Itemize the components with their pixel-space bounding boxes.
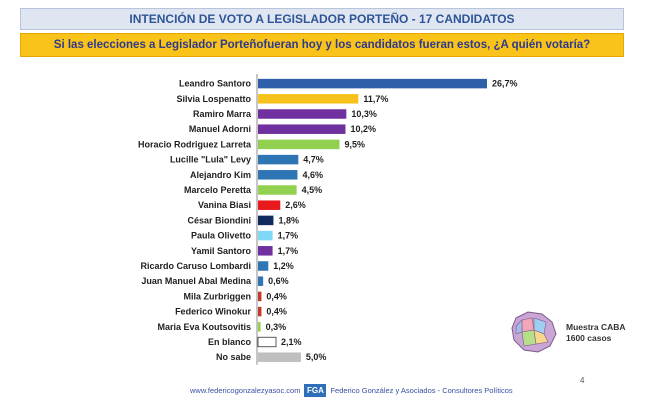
category-label: César Biondini [187, 215, 251, 225]
category-label: En blanco [208, 337, 252, 347]
bar [258, 78, 487, 89]
value-label: 26,7% [492, 79, 518, 89]
survey-question: Si las elecciones a Legislador Porteñofu… [20, 33, 624, 57]
bar [258, 109, 347, 119]
value-label: 4,5% [302, 185, 323, 195]
category-label: Paula Olivetto [191, 231, 252, 241]
bar [258, 352, 301, 362]
caba-map-icon [511, 311, 557, 353]
category-label: Yamil Santoro [191, 246, 252, 256]
bar [258, 139, 340, 150]
value-label: 0,6% [268, 276, 289, 286]
category-label: Maria Eva Koutsovitis [157, 322, 251, 332]
value-label: 1,2% [273, 261, 294, 271]
value-label: 0,4% [266, 291, 287, 301]
category-label: Alejandro Kim [190, 170, 251, 180]
bar [258, 124, 346, 134]
value-label: 1,7% [278, 246, 299, 256]
category-label: Marcelo Peretta [184, 185, 252, 195]
category-label: Juan Manuel Abal Medina [141, 276, 252, 286]
bar-chart: Leandro Santoro 26,7% Silvia Lospenatto 11,… [138, 74, 518, 365]
category-label: Federico Winokur [175, 307, 251, 317]
footer: www.federicogonzalezyasoc.com FGA Federi… [190, 384, 513, 397]
bar [258, 261, 269, 271]
chart-title: INTENCIÓN DE VOTO A LEGISLADOR PORTEÑO -… [20, 8, 624, 30]
category-label: Silvia Lospenatto [176, 94, 251, 104]
category-label: Ricardo Caruso Lombardi [140, 261, 251, 271]
bar [258, 306, 262, 317]
value-label: 2,1% [281, 337, 302, 347]
category-label: Horacio Rodriguez Larreta [138, 139, 252, 149]
value-label: 2,6% [285, 200, 306, 210]
value-label: 11,7% [363, 94, 388, 104]
footer-url[interactable]: www.federicogonzalezyasoc.com [190, 386, 301, 395]
footer-company: Federico González y Asociados - Consulto… [330, 386, 513, 395]
value-label: 1,8% [278, 215, 299, 225]
bar [258, 246, 273, 256]
bar [258, 276, 264, 286]
value-label: 5,0% [306, 352, 327, 362]
category-label: Leandro Santoro [179, 79, 252, 89]
category-label: No sabe [216, 352, 251, 362]
value-label: 0,4% [266, 307, 287, 317]
sample-note: Muestra CABA 1600 casos [566, 322, 626, 344]
bar [258, 185, 297, 195]
value-label: 0,3% [266, 322, 287, 332]
category-label: Ramiro Marra [193, 109, 252, 119]
bar [258, 230, 273, 241]
category-label: Mila Zurbriggen [184, 291, 252, 301]
sample-note-line2: 1600 casos [566, 333, 612, 343]
bar [258, 94, 359, 104]
sample-note-line1: Muestra CABA [566, 322, 626, 332]
value-label: 4,6% [302, 170, 323, 180]
category-label: Manuel Adorni [189, 124, 251, 134]
bar [258, 322, 261, 332]
bar [258, 170, 298, 180]
fga-logo: FGA [304, 384, 327, 397]
value-label: 9,5% [344, 139, 365, 149]
bar [258, 200, 281, 210]
bar [258, 215, 274, 226]
value-label: 4,7% [303, 155, 324, 165]
page-number: 4 [580, 376, 585, 385]
category-label: Vanina Biasi [198, 200, 251, 210]
value-label: 1,7% [278, 231, 299, 241]
value-label: 10,3% [351, 109, 377, 119]
bar [258, 291, 262, 302]
bar [258, 154, 299, 165]
bar [257, 336, 277, 348]
value-label: 10,2% [350, 124, 376, 134]
category-label: Lucille "Lula" Levy [170, 155, 251, 165]
